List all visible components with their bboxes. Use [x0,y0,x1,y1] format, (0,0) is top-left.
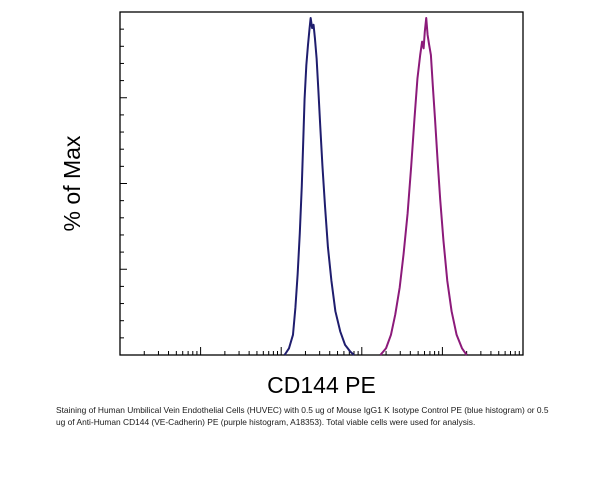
figure-caption: Staining of Human Umbilical Vein Endothe… [56,405,549,427]
cd144-histogram [379,17,468,356]
histogram-figure: CD144 PE % of Max [59,11,524,398]
isotype-control-histogram [283,17,355,356]
histogram-chart: CD144 PE % of Max [59,11,524,398]
axis-ticks [120,28,520,355]
y-axis-title: % of Max [59,135,85,231]
x-axis-title: CD144 PE [267,372,376,398]
plot-frame [119,11,524,356]
histogram-series [283,17,468,356]
